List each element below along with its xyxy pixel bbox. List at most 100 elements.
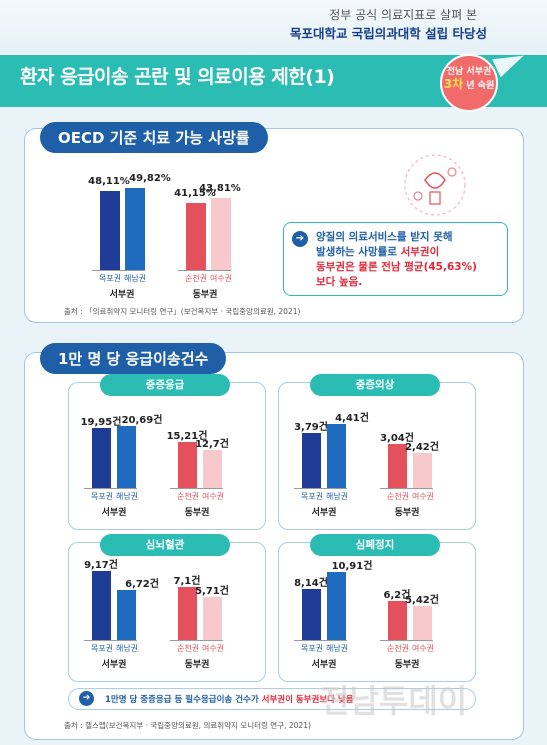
chart-bar (302, 433, 321, 488)
subchart-title: 중증외상 (310, 374, 440, 396)
chart-value-label: 3,04건 (380, 433, 414, 444)
section2-note-red: 서부권이 동부권보다 낮음 (261, 695, 354, 705)
chart-category-label: 해남권 (325, 644, 349, 653)
chart-value-label: 20,69건 (121, 415, 163, 426)
section2-source: 출처 : 헬스맵(보건복지부 · 국립중앙의료원, 의료취약지 모니터링 연구,… (64, 721, 311, 730)
chart-bar (211, 198, 231, 270)
chart-category-label: 여수권 (201, 644, 225, 653)
chart-value-label: 9,17건 (84, 560, 118, 571)
page-title: 환자 응급이송 곤란 및 의료이용 제한(1) (20, 66, 335, 88)
chart-group-label: 서부권 (109, 290, 135, 300)
chart-category-label: 순천권 (176, 644, 200, 653)
chart-bar (100, 191, 120, 270)
chart-category-label: 목포권 (90, 644, 114, 653)
chart-bar (413, 606, 432, 640)
chart-category-label: 여수권 (411, 492, 435, 501)
chart-category-label: 목포권 (300, 492, 324, 501)
chart-bar (388, 444, 407, 488)
chart-group-label: 동부권 (394, 508, 420, 518)
note-red2: 동부권은 물론 전남 평균(45,63%) (316, 261, 477, 273)
chart-axis-east (170, 640, 223, 641)
chart-bar (178, 587, 197, 640)
chart-group-label: 동부권 (192, 290, 218, 300)
chart-bar (125, 188, 145, 270)
chart-value-label: 6,2건 (383, 590, 411, 601)
chart-value-label: 15,21건 (166, 431, 208, 442)
subchart-title: 심뇌혈관 (100, 534, 230, 556)
chart-value-label: 3,79건 (294, 422, 328, 433)
section2-note: ➔ 1만명 당 중증응급 등 필수응급이송 건수가 서부권이 동부권보다 낮음 (68, 688, 476, 710)
chart-axis-west (84, 640, 137, 641)
note-red1: 서부권이 (400, 246, 440, 258)
chart-bar (302, 589, 321, 640)
chart-bar (327, 424, 346, 488)
chart-category-label: 여수권 (201, 492, 225, 501)
badge-line1: 전남 서부권 (446, 67, 492, 77)
chart-axis-east (178, 270, 231, 271)
chart-value-label: 49,82% (129, 173, 171, 184)
chart-value-label: 19,95건 (80, 417, 122, 428)
arrow-right-icon-2: ➔ (79, 691, 94, 706)
chart-value-label: 6,72건 (125, 579, 159, 590)
subchart-title: 심폐정지 (310, 534, 440, 556)
medical-illustration-icon (400, 150, 470, 220)
section1-note: ➔ 양질의 의료서비스를 받지 못해 발생하는 사망률로 서부권이 동부권은 물… (283, 222, 508, 296)
chart-bar (92, 428, 111, 488)
chart-value-label: 2,42건 (405, 442, 439, 453)
chart-value-label: 48,11% (88, 176, 130, 187)
chart-axis-west (294, 640, 347, 641)
chart-value-label: 8,14건 (294, 578, 328, 589)
chart-axis-west (84, 488, 137, 489)
section2-title: 1만 명 당 응급이송건수 (40, 343, 227, 374)
chart-category-label: 해남권 (115, 492, 139, 501)
chart-bar (203, 450, 222, 488)
chart-bar (92, 571, 111, 640)
chart-value-label: 10,91건 (331, 561, 373, 572)
chart-value-label: 43,81% (199, 183, 241, 194)
chart-group-label: 동부권 (184, 660, 210, 670)
chart-axis-west (294, 488, 347, 489)
chart-axis-west (92, 270, 145, 271)
note-line2: 발생하는 사망률로 (316, 246, 401, 258)
chart-category-label: 목포권 (98, 274, 122, 283)
chart-group-label: 서부권 (101, 660, 127, 670)
chart-axis-east (170, 488, 223, 489)
header-background (0, 0, 547, 52)
chart-bar (327, 572, 346, 640)
section2-note-text: 1만명 당 중증응급 등 필수응급이송 건수가 (105, 695, 262, 705)
chart-category-label: 여수권 (411, 644, 435, 653)
chart-category-label: 목포권 (300, 644, 324, 653)
chart-category-label: 해남권 (115, 644, 139, 653)
chart-group-label: 동부권 (394, 660, 420, 670)
chart-axis-east (380, 488, 433, 489)
badge-line2: 년 숙원 (466, 81, 495, 91)
chart-value-label: 5,71건 (195, 586, 229, 597)
chart-category-label: 여수권 (209, 274, 233, 283)
section1-source: 출처 : 「의료취약지 모니터링 연구」(보건복지부 · 국립중앙의료원, 20… (64, 307, 301, 316)
chart-category-label: 순천권 (184, 274, 208, 283)
chart-group-label: 서부권 (101, 508, 127, 518)
note-line1: 양질의 의료서비스를 받지 못해 (316, 231, 453, 243)
header-subtitle: 목포대학교 국립의과대학 설립 타당성 (289, 26, 487, 41)
arrow-right-icon: ➔ (292, 231, 308, 247)
chart-bar (117, 590, 136, 640)
chart-category-label: 목포권 (90, 492, 114, 501)
chart-group-label: 동부권 (184, 508, 210, 518)
chart-category-label: 순천권 (176, 492, 200, 501)
subchart-title: 중증응급 (100, 374, 230, 396)
chart-value-label: 7,1건 (173, 576, 201, 587)
section1-title: OECD 기준 치료 가능 사망률 (40, 122, 268, 153)
badge: 전남 서부권 3차 년 숙원 (440, 54, 498, 112)
chart-bar (413, 453, 432, 488)
chart-group-label: 서부권 (311, 660, 337, 670)
badge-highlight: 3차 (443, 77, 464, 91)
chart-value-label: 41,15% (174, 188, 216, 199)
chart-category-label: 해남권 (123, 274, 147, 283)
chart-axis-east (380, 640, 433, 641)
chart-category-label: 순천권 (386, 492, 410, 501)
chart-bar (203, 597, 222, 640)
chart-value-label: 12,7건 (195, 439, 229, 450)
chart-bar (178, 442, 197, 488)
note-red3: 보다 높음. (316, 276, 363, 288)
chart-group-label: 서부권 (311, 508, 337, 518)
